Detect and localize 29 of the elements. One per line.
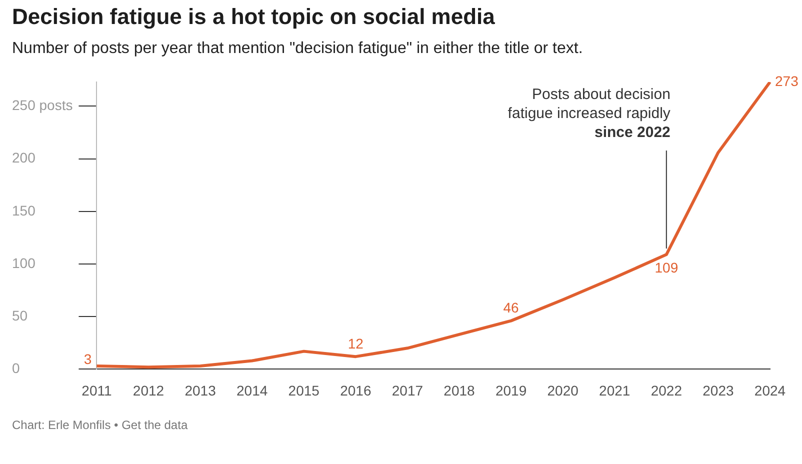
data-label: 109 [654, 259, 678, 276]
data-label: 46 [503, 300, 520, 316]
data-label: 273 [775, 72, 799, 89]
x-tick-label: 2019 [495, 382, 527, 398]
x-tick-label: 2020 [547, 382, 579, 398]
annotation: Posts about decision fatigue increased rapidly since 2022 [508, 86, 671, 142]
y-tick-label: 150 [12, 202, 36, 218]
y-tick-label: 250 posts [12, 97, 73, 114]
x-tick-label: 2017 [392, 382, 424, 398]
x-tick-label: 2023 [702, 382, 734, 398]
x-tick-label: 2011 [82, 382, 112, 398]
chart-title: Decision fatigue is a hot topic on social media [12, 4, 496, 30]
x-tick-label: 2012 [132, 382, 164, 398]
chart-subtitle: Number of posts per year that mention "decision fatigue" in either the title or text. [12, 40, 584, 58]
x-tick-label: 2021 [599, 382, 630, 398]
y-tick-label: 50 [12, 307, 28, 324]
x-tick-label: 2015 [288, 382, 320, 398]
data-label: 3 [84, 350, 92, 367]
y-tick-label: 200 [12, 150, 36, 166]
x-tick-label: 2013 [184, 382, 216, 398]
x-tick-label: 2016 [340, 382, 372, 398]
x-tick-label: 2022 [650, 382, 682, 398]
x-tick-label: 2018 [444, 382, 476, 398]
y-tick-label: 0 [12, 360, 20, 376]
data-label: 12 [348, 335, 364, 352]
y-tick-label: 100 [12, 254, 36, 271]
x-tick-label: 2014 [236, 382, 268, 398]
x-tick-label: 2024 [754, 382, 786, 398]
text: Chart: Erle Monfils • Get the data [12, 418, 189, 432]
